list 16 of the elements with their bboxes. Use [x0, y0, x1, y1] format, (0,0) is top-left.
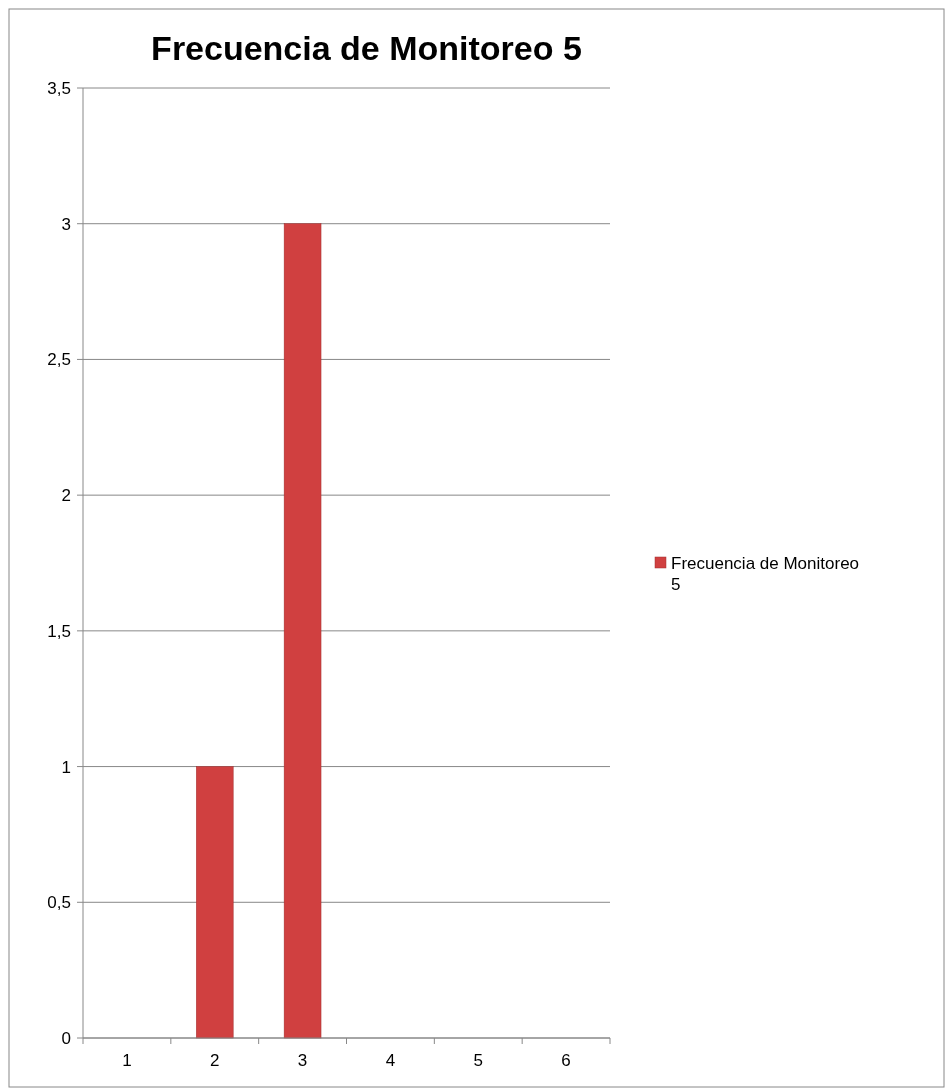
y-tick-label: 1 [61, 757, 71, 777]
x-tick-label: 2 [210, 1051, 220, 1070]
y-tick-label: 2 [61, 486, 71, 506]
x-tick-label: 6 [561, 1051, 571, 1070]
legend-label: Frecuencia de Monitoreo 5 [671, 553, 860, 595]
y-tick-label: 0,5 [47, 893, 71, 913]
y-tick-label: 3,5 [47, 78, 71, 98]
y-tick-label: 0 [61, 1028, 71, 1048]
x-tick-label: 3 [297, 1051, 308, 1070]
x-tick-label: 4 [385, 1051, 396, 1070]
x-tick-label: 5 [473, 1051, 483, 1070]
chart-title: Frecuencia de Monitoreo 5 [151, 29, 582, 67]
y-tick-label: 3 [61, 214, 71, 234]
y-tick-label: 1,5 [47, 621, 71, 641]
x-tick-label: 1 [122, 1051, 132, 1070]
y-tick-label: 2,5 [47, 350, 71, 370]
